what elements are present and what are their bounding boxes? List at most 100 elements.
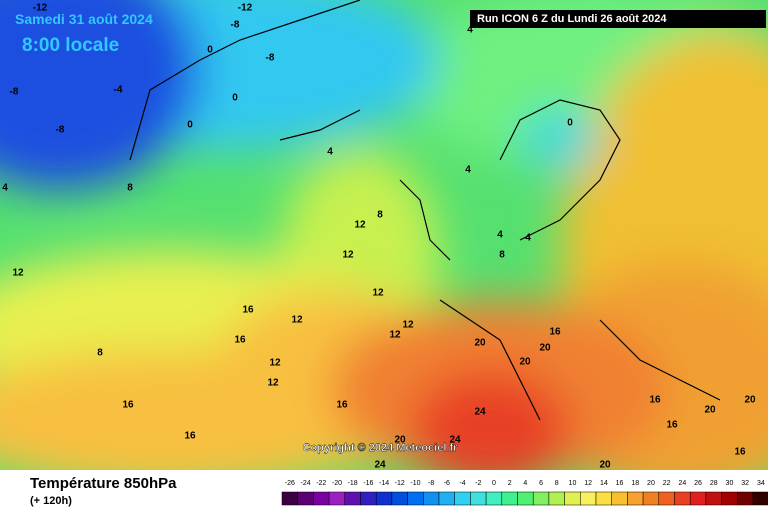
color-swatch — [281, 491, 298, 506]
scale-label: -26 — [285, 480, 295, 487]
color-swatch — [548, 491, 565, 506]
scale-label: -6 — [444, 480, 450, 487]
scale-label: 4 — [523, 480, 527, 487]
color-swatch — [517, 491, 534, 506]
scale-label: -22 — [316, 480, 326, 487]
contour-label: 12 — [389, 330, 401, 341]
contour-label: 16 — [336, 400, 348, 411]
color-swatch — [737, 491, 754, 506]
contour-label: 4 — [2, 183, 8, 194]
contour-label: 16 — [184, 431, 196, 442]
color-swatch — [658, 491, 675, 506]
color-swatch — [375, 491, 393, 506]
contour-label: 20 — [704, 405, 716, 416]
scale-label: 26 — [694, 480, 702, 487]
contour-label: -8 — [10, 87, 19, 98]
scale-label: -8 — [428, 480, 434, 487]
contour-label: 16 — [549, 327, 561, 338]
contour-label: -12 — [33, 3, 48, 14]
scale-label: -4 — [459, 480, 465, 487]
contour-label: 0 — [232, 93, 238, 104]
contour-label: 0 — [567, 118, 573, 129]
contour-label: 12 — [291, 315, 303, 326]
color-swatch — [501, 491, 518, 506]
contour-label: 4 — [525, 233, 531, 244]
contour-label: 20 — [474, 338, 486, 349]
color-swatch — [705, 491, 722, 506]
scale-label: 14 — [600, 480, 608, 487]
color-swatch — [642, 491, 660, 506]
scale-label: 8 — [555, 480, 559, 487]
contour-label: 12 — [12, 268, 24, 279]
contour-label: 8 — [499, 250, 505, 261]
contour-label: 12 — [267, 378, 279, 389]
scale-label: 32 — [741, 480, 749, 487]
scale-label: -20 — [332, 480, 342, 487]
scale-label: 22 — [663, 480, 671, 487]
contour-label: 16 — [242, 305, 254, 316]
color-swatch — [391, 491, 408, 506]
scale-label: 18 — [631, 480, 639, 487]
scale-label: 2 — [508, 480, 512, 487]
contour-label: 20 — [744, 395, 756, 406]
contour-label: 20 — [394, 435, 406, 446]
footer-subtitle: (+ 120h) — [30, 495, 72, 507]
color-swatch — [423, 491, 440, 506]
contour-label: 20 — [539, 343, 551, 354]
time: 8:00 locale — [22, 35, 119, 56]
scale-label: 34 — [757, 480, 765, 487]
color-swatch — [580, 491, 597, 506]
scale-label: -24 — [300, 480, 310, 487]
color-swatch — [313, 491, 330, 506]
scale-label: 6 — [539, 480, 543, 487]
contour-label: -4 — [114, 85, 123, 96]
scale-label: 10 — [569, 480, 577, 487]
contour-label: 8 — [127, 183, 133, 194]
scale-label: -12 — [395, 480, 405, 487]
color-swatch — [721, 491, 738, 506]
color-swatch — [454, 491, 471, 506]
color-swatch — [595, 491, 612, 506]
scale-label: -10 — [410, 480, 420, 487]
footer-title: Température 850hPa — [30, 475, 177, 492]
color-scale: -26 -24 -22 -20 -18 -16 -14 -12 -10 -8 -6 -4 -2 0 2 4 6 8… — [281, 480, 768, 506]
contour-label: 12 — [402, 320, 414, 331]
color-swatch — [297, 491, 314, 506]
scale-label: 20 — [647, 480, 655, 487]
color-swatch — [611, 491, 628, 506]
scale-label: 30 — [726, 480, 734, 487]
color-swatch — [689, 491, 707, 506]
scale-label: 28 — [710, 480, 718, 487]
scale-label: 16 — [616, 480, 624, 487]
scale-label: 12 — [584, 480, 592, 487]
color-swatch — [360, 491, 377, 506]
contour-label: -12 — [238, 3, 253, 14]
color-swatch — [485, 491, 503, 506]
contour-label: -8 — [231, 20, 240, 31]
contour-label: -8 — [266, 53, 275, 64]
scale-label: -2 — [475, 480, 481, 487]
contour-label: -8 — [56, 125, 65, 136]
contour-label: 20 — [519, 357, 531, 368]
color-swatch — [532, 491, 550, 506]
color-swatch — [470, 491, 487, 506]
contour-label: 12 — [372, 288, 384, 299]
contour-label: 4 — [465, 165, 471, 176]
color-swatch — [627, 491, 644, 506]
color-swatch — [438, 491, 455, 506]
contour-label: 16 — [649, 395, 661, 406]
contour-label: 4 — [467, 25, 473, 36]
run: Run ICON 6 Z du Lundi 26 août 2024 — [477, 13, 667, 25]
color-swatch — [344, 491, 361, 506]
contour-label: 24 — [449, 435, 461, 446]
color-swatch — [752, 491, 768, 506]
contour-label: 20 — [599, 460, 611, 471]
color-swatch — [328, 491, 346, 506]
contour-label: 12 — [269, 358, 281, 369]
contour-label: 8 — [97, 348, 103, 359]
copyright: Copyright © 2024 Meteociel.fr — [303, 442, 459, 454]
scale-label: -18 — [348, 480, 358, 487]
contour-label: 8 — [377, 210, 383, 221]
